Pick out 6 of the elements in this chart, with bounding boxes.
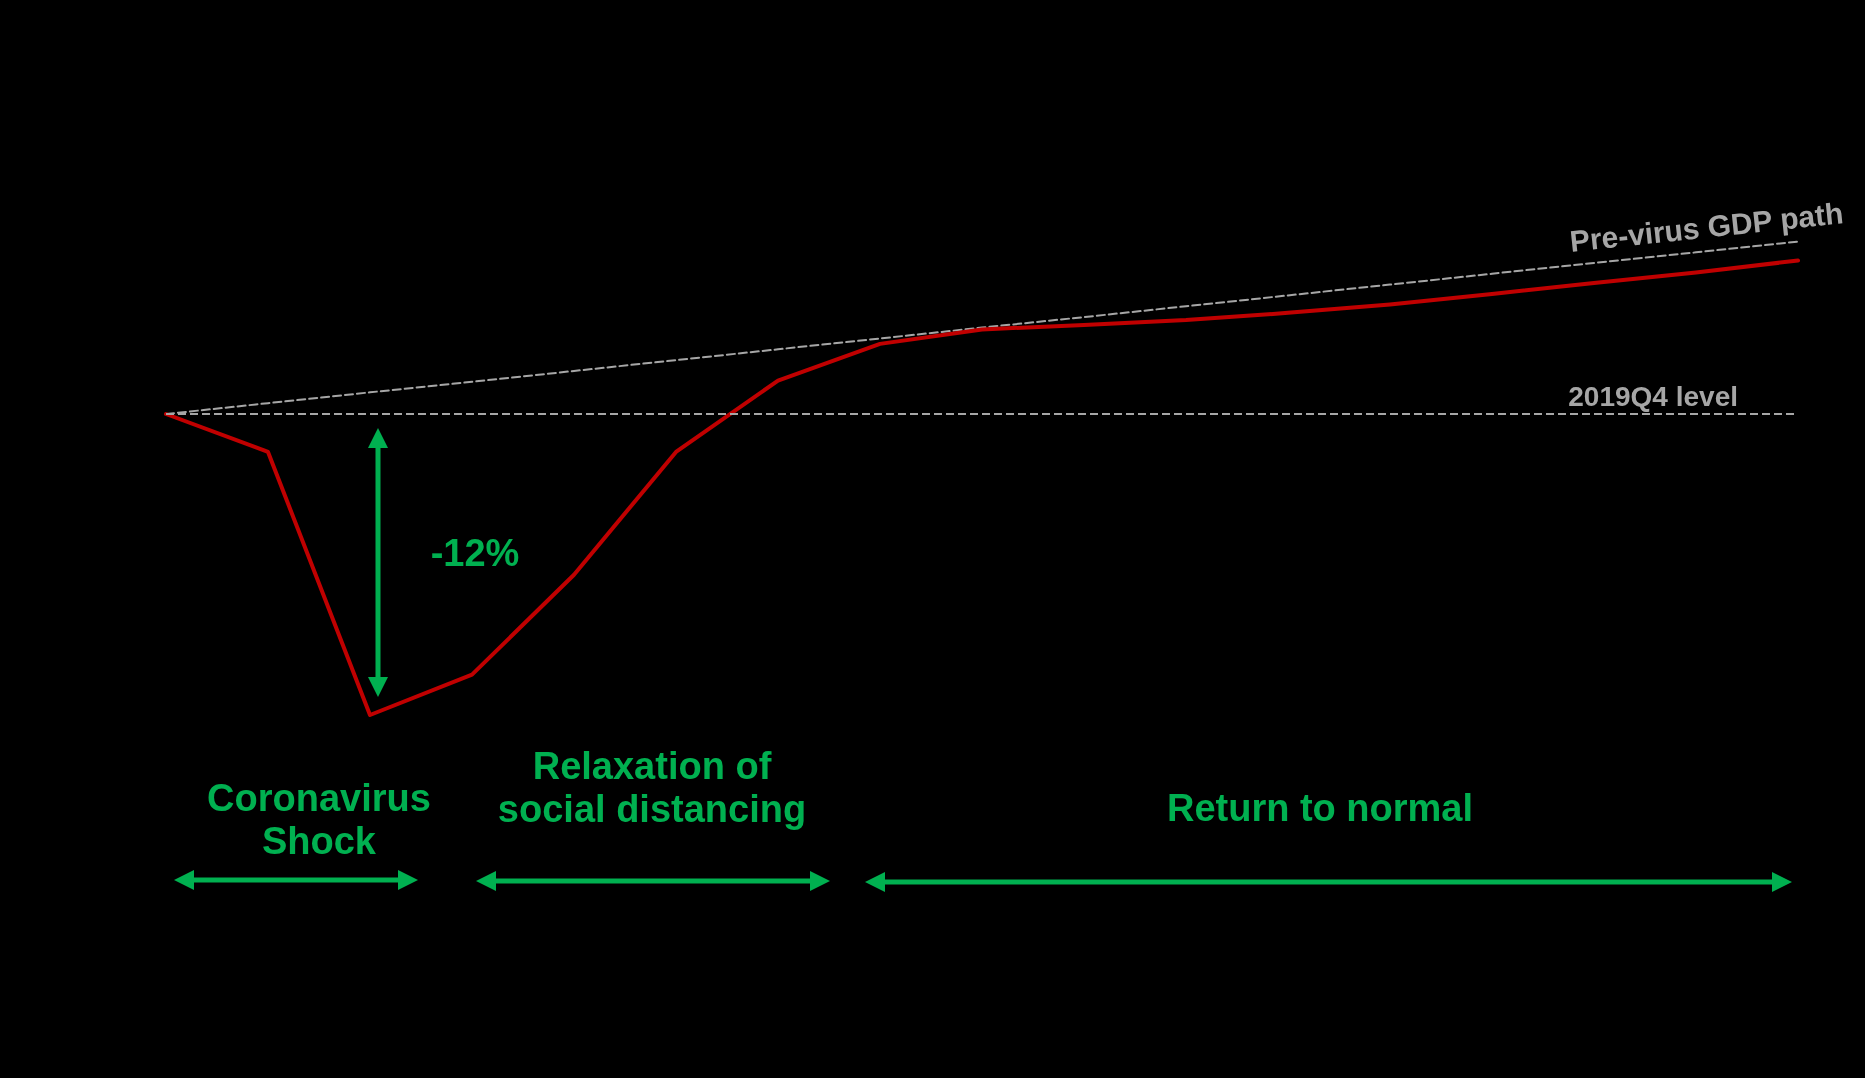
text: Return to normal [1165, 787, 1475, 830]
ref-line-label: 2019Q4 level [1568, 380, 1738, 412]
text: Coronavirus Shock [206, 777, 432, 863]
annotation: -12% [429, 532, 521, 575]
text: Pre-virus GDP path [1568, 196, 1845, 258]
text: Relaxation of social distancing [496, 745, 808, 831]
